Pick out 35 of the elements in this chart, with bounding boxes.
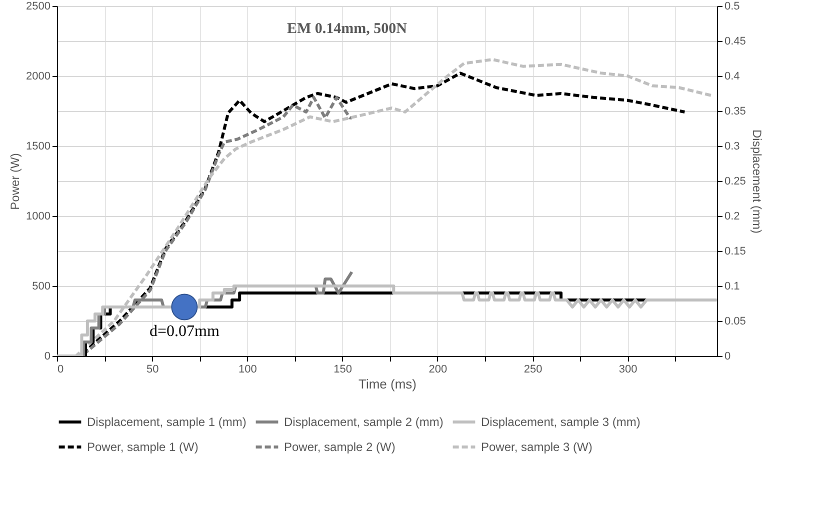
y2-tick-label: 0 xyxy=(724,350,731,362)
legend-label: Displacement, sample 2 (mm) xyxy=(284,415,444,429)
legend-label: Displacement, sample 1 (mm) xyxy=(87,415,246,429)
y2-tick-label: 0.5 xyxy=(724,0,740,12)
annotation: d=0.07mm xyxy=(149,323,220,340)
legend-label: Power, sample 1 (W) xyxy=(87,440,198,454)
x-tick-label: 0 xyxy=(58,364,64,376)
y-tick-label: 1000 xyxy=(26,210,50,222)
y2-tick-label: 0.45 xyxy=(724,36,746,48)
y-tick-label: 2000 xyxy=(26,70,50,82)
y2-tick-label: 0.3 xyxy=(724,140,740,152)
y2-tick-label: 0.2 xyxy=(724,210,740,222)
y-tick-label: 0 xyxy=(44,350,50,362)
y2-tick-label: 0.35 xyxy=(724,106,746,118)
x-tick-label: 100 xyxy=(238,364,257,376)
y2-tick-label: 0.4 xyxy=(724,70,740,82)
y2-tick-label: 0.25 xyxy=(724,176,746,188)
legend-label: Displacement, sample 3 (mm) xyxy=(481,415,640,429)
x-tick-label: 50 xyxy=(146,364,159,376)
y-axis-title: Power (W) xyxy=(8,153,22,210)
y-tick-label: 500 xyxy=(32,280,50,292)
x-tick-label: 250 xyxy=(524,364,542,376)
y2-tick-label: 0.1 xyxy=(724,280,740,292)
y2-axis-title: Displacement (mm) xyxy=(750,129,764,234)
x-tick-label: 300 xyxy=(618,364,638,376)
y-tick-label: 2500 xyxy=(26,0,50,12)
y-tick-label: 1500 xyxy=(26,140,50,152)
text: EM 0.14mm, 500N xyxy=(287,21,408,37)
x-tick-label: 150 xyxy=(334,364,352,376)
legend-label: Power, sample 2 (W) xyxy=(284,440,396,454)
x-tick-label: 200 xyxy=(428,364,448,376)
x-axis-title: Time (ms) xyxy=(358,376,417,392)
y2-tick-label: 0.15 xyxy=(724,246,746,258)
y2-tick-label: 0.05 xyxy=(724,316,746,328)
legend-label: Power, sample 3 (W) xyxy=(481,440,592,454)
